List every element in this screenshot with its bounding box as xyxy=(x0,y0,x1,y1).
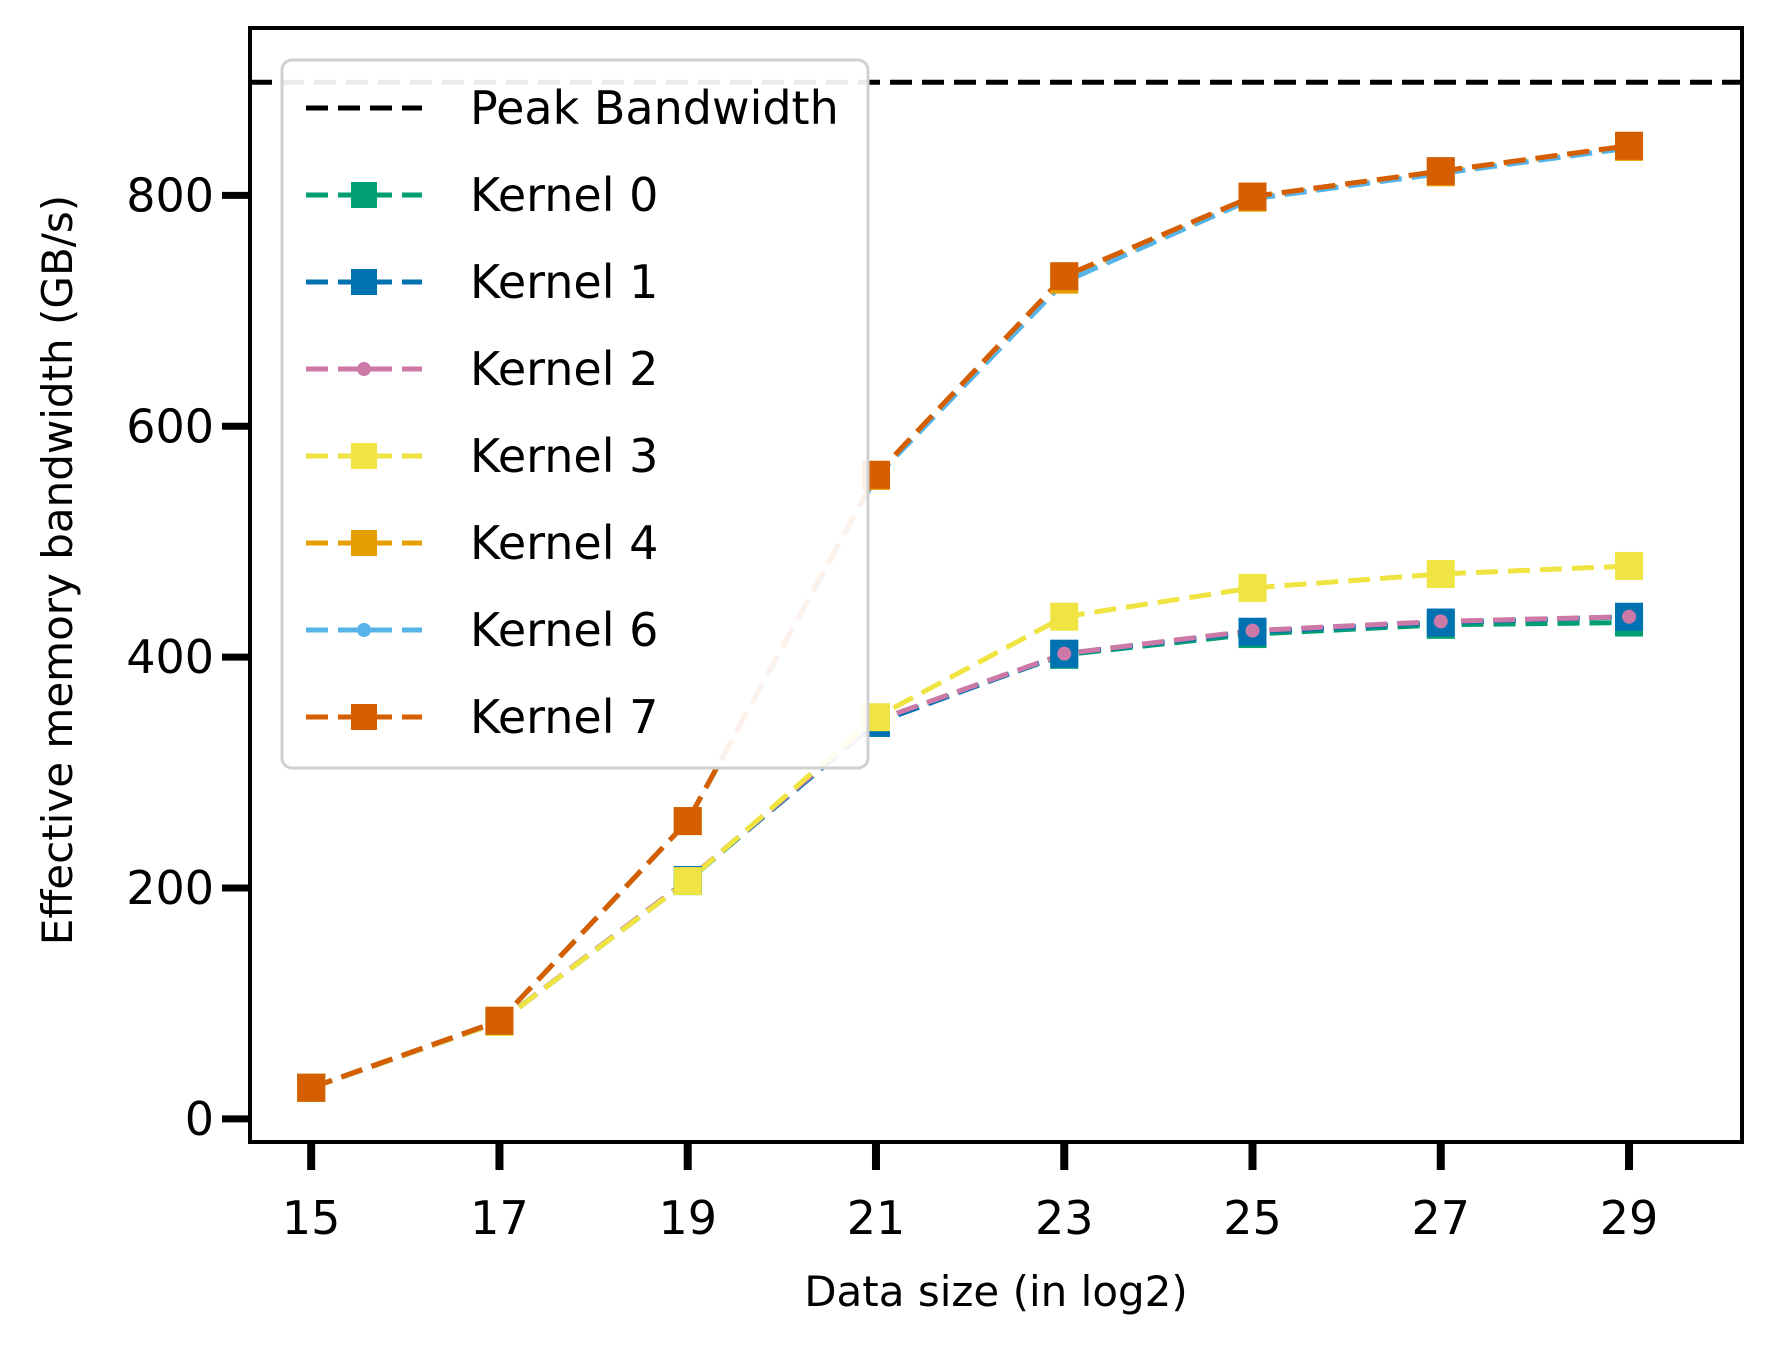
x-axis-ticks: 15 17 19 21 23 25 27 29 xyxy=(282,1142,1658,1245)
legend-label: Kernel 0 xyxy=(470,168,658,222)
x-axis-label: Data size (in log2) xyxy=(804,1267,1188,1316)
y-tick-label: 800 xyxy=(126,168,214,222)
legend-swatch-marker xyxy=(357,623,371,637)
legend-label: Kernel 4 xyxy=(470,516,658,570)
x-tick-label: 15 xyxy=(282,1191,341,1245)
series-lines xyxy=(250,79,1742,1091)
legend-swatch-marker xyxy=(351,443,377,469)
data-point xyxy=(673,867,702,896)
legend-swatch-marker xyxy=(351,269,377,295)
x-tick-label: 17 xyxy=(470,1191,529,1245)
y-tick-label: 200 xyxy=(126,861,214,915)
legend-swatch-marker xyxy=(351,182,377,208)
data-point xyxy=(1433,614,1448,629)
x-tick-label: 25 xyxy=(1223,1191,1282,1245)
x-tick-label: 19 xyxy=(658,1191,717,1245)
legend-label: Kernel 3 xyxy=(470,429,658,483)
y-axis-ticks: 0 200 400 600 800 xyxy=(126,168,250,1146)
data-point xyxy=(485,1006,514,1035)
data-point xyxy=(1050,262,1079,291)
legend-label: Kernel 6 xyxy=(470,603,658,657)
data-point xyxy=(1238,182,1267,211)
plot-frame xyxy=(248,26,1744,1144)
legend-label: Kernel 7 xyxy=(470,690,658,744)
series-markers xyxy=(297,131,1644,1102)
data-point xyxy=(297,1073,326,1102)
series-line-kernel-6 xyxy=(310,143,1630,1091)
legend-box xyxy=(280,58,870,770)
y-axis-label: Effective memory bandwidth (GB/s) xyxy=(33,195,82,945)
data-point xyxy=(1615,131,1644,160)
legend: Peak Bandwidth Kernel 0 Kernel 1 Kernel 2 Ke… xyxy=(280,58,870,770)
data-point xyxy=(673,807,702,836)
x-tick-label: 23 xyxy=(1035,1191,1094,1245)
y-tick-label: 0 xyxy=(185,1092,214,1146)
y-tick-label: 600 xyxy=(126,399,214,453)
x-tick-label: 27 xyxy=(1412,1191,1471,1245)
legend-swatch-marker xyxy=(351,530,377,556)
series-line-kernel-3 xyxy=(310,563,1630,1091)
x-tick-label: 29 xyxy=(1600,1191,1659,1245)
y-tick-label: 400 xyxy=(126,630,214,684)
data-point xyxy=(1622,609,1637,624)
data-point xyxy=(1245,623,1260,638)
legend-label: Kernel 2 xyxy=(470,342,658,396)
data-point xyxy=(1615,551,1644,580)
x-tick-label: 21 xyxy=(847,1191,906,1245)
legend-label: Kernel 1 xyxy=(470,255,658,309)
legend-swatch-marker xyxy=(351,704,377,730)
legend-swatch-marker xyxy=(357,362,371,376)
data-point xyxy=(1050,602,1079,631)
data-point xyxy=(1426,560,1455,589)
data-point xyxy=(1238,573,1267,602)
legend-label: Peak Bandwidth xyxy=(470,81,839,135)
data-point xyxy=(1057,646,1072,661)
data-point xyxy=(1426,157,1455,186)
